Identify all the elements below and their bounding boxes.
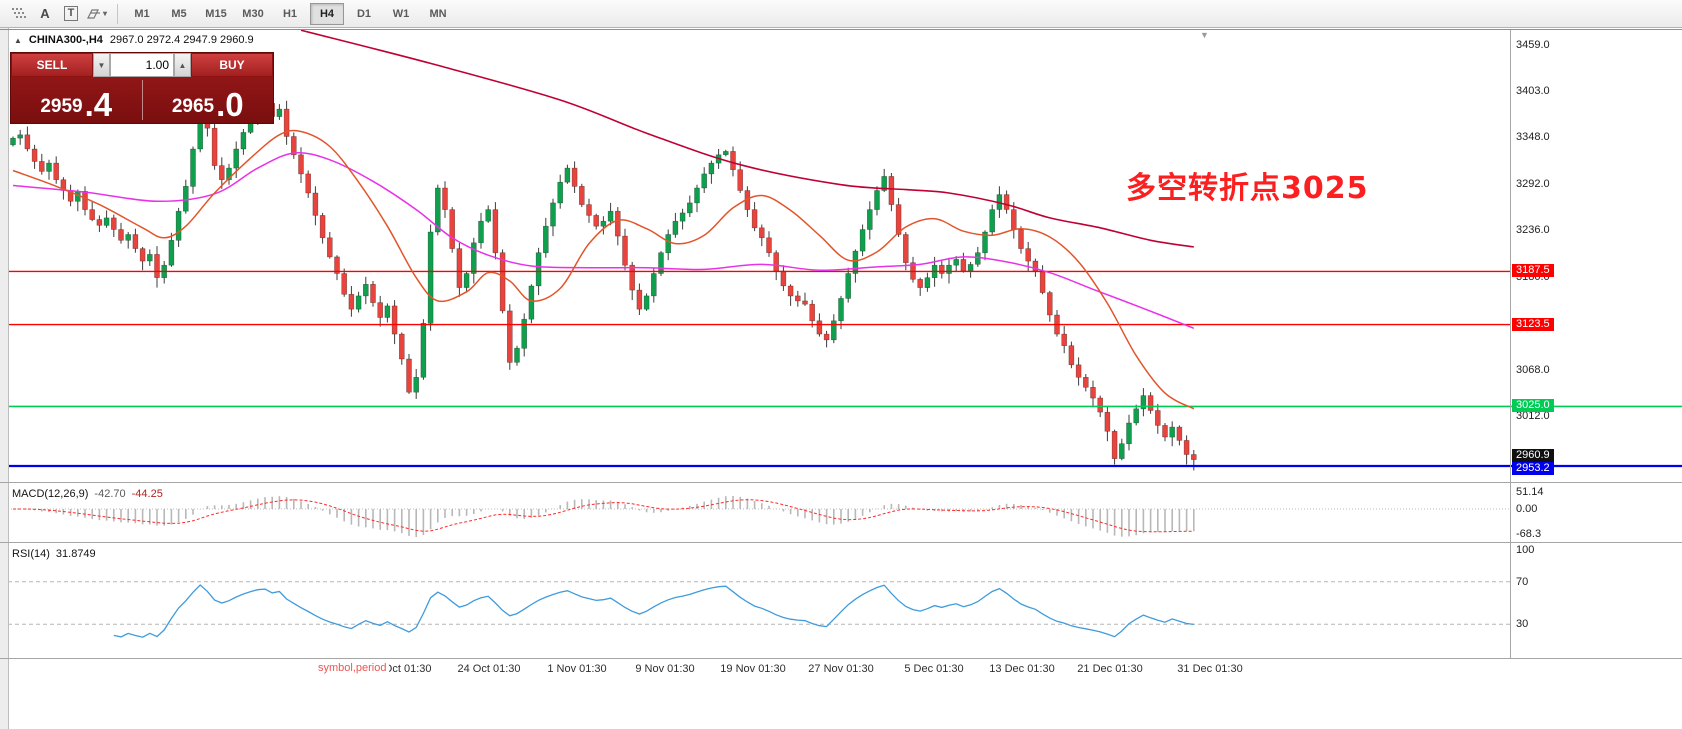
- price-level-badge: 3123.5: [1512, 318, 1554, 331]
- price-axis-tick: 3012.0: [1516, 410, 1550, 422]
- macd-indicator-chart[interactable]: [8, 483, 1682, 541]
- price-level-badge: 2953.2: [1512, 462, 1554, 475]
- volume-field: [110, 53, 174, 77]
- time-axis-label: 31 Dec 01:30: [1177, 663, 1243, 675]
- price-axis-border: [1510, 30, 1511, 658]
- timeframe-bar: M1 M5 M15 M30 H1 H4 D1 W1 MN: [125, 2, 458, 25]
- text-label-tool-icon[interactable]: A: [40, 6, 50, 21]
- price-axis-tick: 3236.0: [1516, 224, 1550, 236]
- last-price-badge: 2960.9: [1512, 449, 1554, 462]
- sell-price[interactable]: 2959.4: [40, 85, 113, 123]
- price-axis-tick: 3459.0: [1516, 39, 1550, 51]
- main-toolbar: A T ▾ M1 M5 M15 M30 H1 H4 D1 W1 MN: [0, 0, 1682, 28]
- timeframe-button-m30[interactable]: M30: [242, 7, 264, 20]
- price-chart[interactable]: [8, 30, 1682, 482]
- time-axis-label: 9 Nov 01:30: [635, 663, 695, 675]
- volume-input[interactable]: [111, 58, 173, 72]
- chart-shift-marker-icon: ▼: [1200, 30, 1209, 40]
- symbol-period-watermark: symbol,period: [318, 662, 390, 674]
- price-axis-tick: 3348.0: [1516, 131, 1550, 143]
- timeframe-button-w1[interactable]: W1: [392, 7, 410, 20]
- chart-title-bar: ▲ CHINA300-,H4 2967.0 2972.4 2947.9 2960…: [14, 34, 254, 46]
- rsi-axis-label: 30: [1516, 618, 1529, 630]
- price-level-badge: 3187.5: [1512, 264, 1554, 277]
- shapes-tool-icon[interactable]: ▾: [84, 3, 110, 25]
- macd-axis-label: 0.00: [1516, 503, 1538, 515]
- up-arrow-icon: ▲: [178, 60, 187, 70]
- dropdown-arrow-icon: ▾: [102, 9, 107, 18]
- symbol-period-label: CHINA300-,H4: [28, 34, 103, 46]
- buy-price[interactable]: 2965.0: [171, 85, 244, 123]
- rsi-indicator-chart[interactable]: [8, 543, 1682, 657]
- chart-top-border: [0, 29, 1682, 30]
- ohlc-values: 2967.0 2972.4 2947.9 2960.9: [109, 34, 254, 46]
- window-left-margin: [0, 28, 9, 729]
- time-axis-label: 13 Dec 01:30: [989, 663, 1055, 675]
- price-level-badge: 3025.0: [1512, 399, 1554, 412]
- timeframe-button-m1[interactable]: M1: [134, 7, 150, 20]
- timeframe-button-h1[interactable]: H1: [282, 7, 298, 20]
- time-axis-label: 24 Oct 01:30: [457, 663, 521, 675]
- price-axis-tick: 3403.0: [1516, 85, 1550, 97]
- time-axis-label: 21 Dec 01:30: [1077, 663, 1143, 675]
- time-axis-border: [0, 658, 1682, 659]
- textbox-tool-icon[interactable]: T: [58, 3, 84, 25]
- rsi-axis-label: 100: [1516, 544, 1535, 556]
- rsi-axis-label: 70: [1516, 576, 1529, 588]
- one-click-trading-panel: SELL ▼ ▲ BUY 2959.4 2965.0: [10, 52, 274, 124]
- rsi-panel-splitter[interactable]: [0, 542, 1682, 543]
- time-axis-label: 5 Dec 01:30: [904, 663, 964, 675]
- time-axis-label: 19 Nov 01:30: [720, 663, 786, 675]
- macd-label: MACD(12,26,9) -42.70 -44.25: [12, 488, 163, 500]
- sell-button[interactable]: SELL: [11, 53, 93, 77]
- oneclick-toggle-icon[interactable]: ▲: [14, 35, 22, 45]
- timeframe-button-h4[interactable]: H4: [310, 2, 344, 25]
- chart-annotation-text: 多空转折点3025: [1126, 171, 1369, 206]
- volume-increase-button[interactable]: ▲: [174, 53, 191, 77]
- rsi-label: RSI(14) 31.8749: [12, 548, 96, 560]
- crosshair-icon[interactable]: [6, 3, 32, 25]
- timeframe-button-m5[interactable]: M5: [171, 7, 187, 20]
- down-arrow-icon: ▼: [97, 60, 106, 70]
- timeframe-button-d1[interactable]: D1: [356, 7, 372, 20]
- volume-decrease-button[interactable]: ▼: [93, 53, 110, 77]
- timeframe-button-m15[interactable]: M15: [205, 7, 227, 20]
- timeframe-button-mn[interactable]: MN: [429, 7, 447, 20]
- price-axis-tick: 3292.0: [1516, 178, 1550, 190]
- macd-axis-label: 51.14: [1516, 486, 1544, 498]
- buy-button[interactable]: BUY: [191, 53, 273, 77]
- time-axis-label: 27 Nov 01:30: [808, 663, 874, 675]
- macd-panel-splitter[interactable]: [0, 482, 1682, 483]
- time-axis-label: 1 Nov 01:30: [547, 663, 607, 675]
- price-divider: [141, 80, 143, 120]
- toolbar-separator: [117, 3, 118, 24]
- price-axis-tick: 3068.0: [1516, 364, 1550, 376]
- macd-axis-label: -68.3: [1516, 528, 1542, 540]
